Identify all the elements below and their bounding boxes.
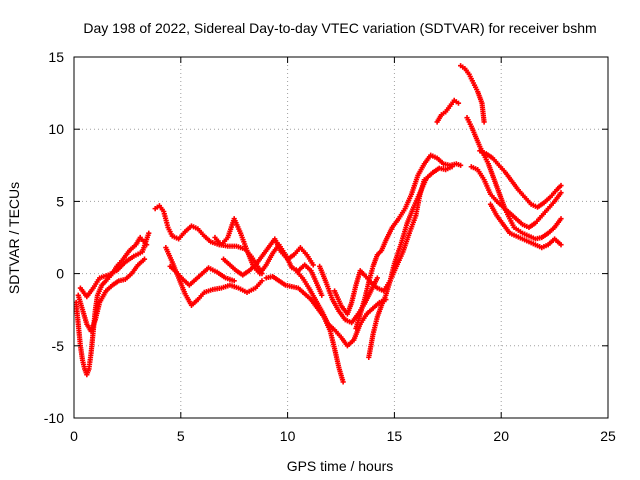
data-point [455, 100, 462, 106]
y-tick-label: -5 [52, 338, 65, 354]
series-arc-19 [468, 164, 564, 230]
x-tick-label: 25 [600, 428, 616, 444]
x-tick-label: 5 [177, 428, 185, 444]
data-point [449, 164, 455, 170]
series-arc-10 [293, 268, 389, 349]
data-point [310, 262, 316, 268]
x-tick-label: 20 [493, 428, 509, 444]
series-arc-7 [212, 216, 325, 298]
data-point [141, 256, 148, 262]
data-point [481, 119, 487, 125]
data-point [558, 242, 564, 248]
data-point [340, 379, 346, 385]
series-arc-3 [77, 230, 152, 300]
y-tick-label: 0 [56, 266, 64, 282]
x-tick-label: 15 [387, 428, 403, 444]
y-tick-label: 10 [48, 121, 64, 137]
series-arc-16 [458, 63, 487, 125]
data-point [374, 275, 380, 281]
series-arc-2 [75, 256, 148, 334]
series-arc-6 [167, 263, 237, 288]
data-points [73, 63, 564, 385]
x-tick-label: 0 [70, 428, 78, 444]
plot-frame [73, 56, 609, 419]
data-point [458, 162, 464, 168]
series-arc-13 [353, 152, 464, 332]
data-point [558, 190, 564, 196]
series-arc-20 [487, 201, 564, 251]
series-arc-12 [331, 177, 427, 317]
axis-ticks: 0 5 10 15 20 25 -10 -5 0 5 10 15 [44, 49, 616, 444]
data-point [146, 230, 152, 236]
data-point [319, 292, 325, 298]
data-point [558, 182, 564, 189]
chart-title: Day 198 of 2022, Sidereal Day-to-day VTE… [83, 20, 596, 36]
series-arc-17 [464, 115, 564, 242]
series-arc-18 [477, 148, 564, 210]
x-axis-label: GPS time / hours [287, 458, 394, 474]
series-arc-14 [366, 164, 455, 360]
y-tick-label: 5 [56, 193, 64, 209]
data-point [231, 278, 237, 284]
y-tick-label: 15 [48, 49, 64, 65]
data-point [558, 216, 564, 222]
x-tick-label: 10 [280, 428, 296, 444]
grid [74, 57, 608, 418]
data-point [259, 278, 265, 284]
y-tick-label: -10 [44, 410, 64, 426]
series-arc-15 [434, 97, 462, 125]
series-arc-8 [220, 236, 316, 278]
y-axis-label: SDTVAR / TECUs [6, 182, 22, 294]
